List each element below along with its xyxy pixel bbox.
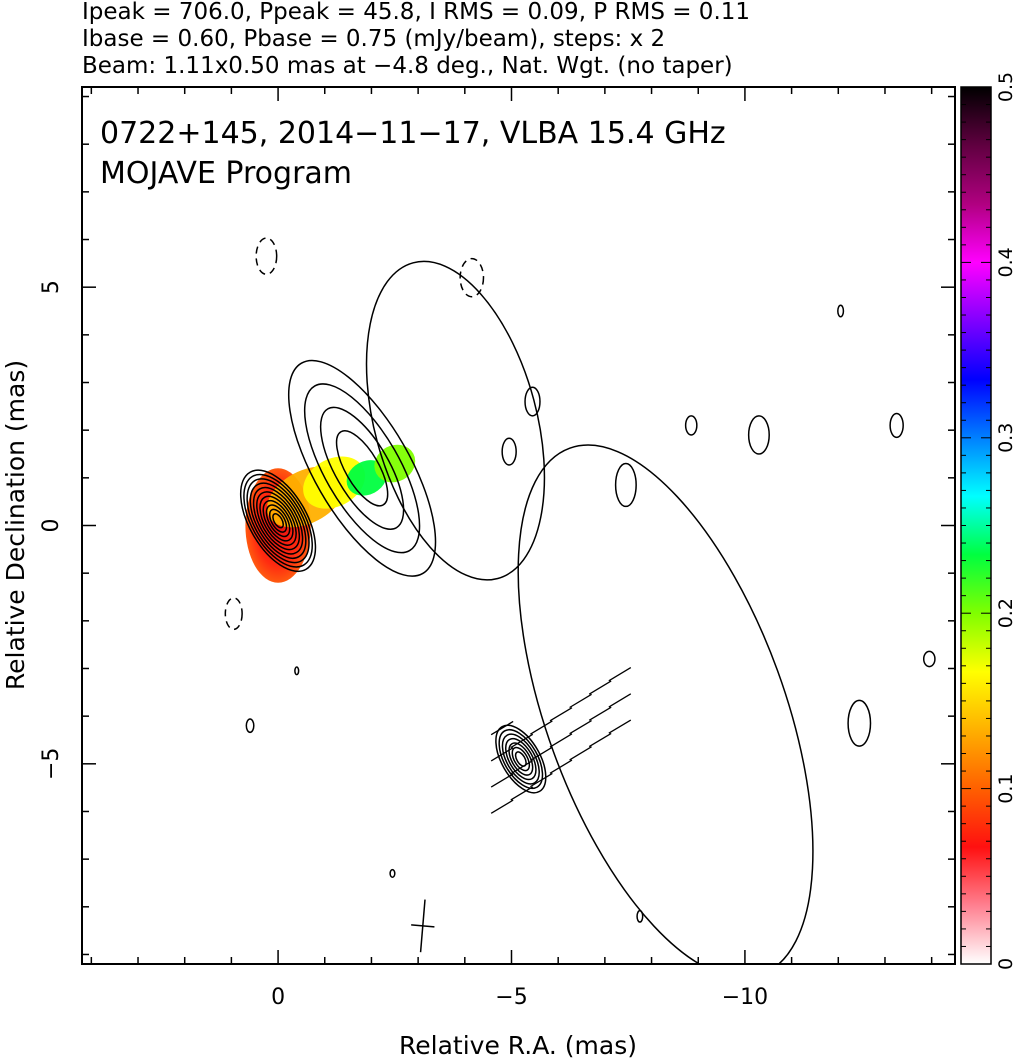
x-tick-label: −10	[722, 985, 768, 1010]
evpa-vector	[490, 720, 514, 736]
contour-line	[504, 737, 537, 781]
contour-line	[501, 733, 540, 785]
x-axis-label: Relative R.A. (mas)	[399, 1031, 637, 1060]
contour-line	[847, 699, 872, 747]
contour-line	[246, 478, 310, 564]
y-tick-label: 0	[39, 519, 64, 533]
contour-line	[517, 444, 814, 964]
colorbar-tick-label: 0	[995, 958, 1017, 970]
contour-line	[256, 491, 301, 551]
chart-title: 0722+145, 2014−11−17, VLBA 15.4 GHz	[100, 116, 726, 151]
y-tick-label: −5	[39, 748, 64, 780]
chart-subtitle: MOJAVE Program	[100, 156, 352, 191]
contour-line	[498, 729, 544, 790]
evpa-vector	[549, 759, 573, 774]
plot-area	[224, 237, 936, 964]
y-tick-labels: 5 0 −5	[39, 280, 64, 780]
evpa-vector	[490, 747, 514, 762]
header-line-3: Beam: 1.11x0.50 mas at −4.8 deg., Nat. W…	[82, 53, 733, 79]
evpa-vector	[490, 799, 514, 814]
contour-line	[524, 386, 541, 417]
contour-line	[365, 260, 546, 581]
evpa-vector	[530, 746, 553, 761]
contour-line	[252, 486, 304, 555]
contour-line	[268, 508, 288, 533]
plot-frame	[81, 86, 956, 965]
negative-contour	[459, 257, 485, 298]
contour-line	[614, 462, 637, 508]
evpa-vector	[549, 707, 573, 722]
contour-line	[287, 359, 437, 577]
evpa-vector-layer	[490, 667, 632, 814]
beam-marker	[411, 899, 435, 953]
contour-line	[245, 718, 255, 734]
contour-line	[508, 742, 534, 776]
contour-line	[319, 406, 405, 530]
colorbar-tick-label: 0.5	[995, 72, 1017, 102]
contour-line	[243, 473, 313, 568]
header-line-1: Ipeak = 706.0, Ppeak = 45.8, I RMS = 0.0…	[82, 0, 750, 25]
evpa-vector	[510, 786, 534, 801]
contour-line	[294, 666, 300, 676]
contour-line	[335, 430, 389, 507]
contour-line	[501, 437, 517, 466]
colorbar-tick-label: 0.4	[995, 247, 1017, 277]
evpa-vector	[530, 720, 553, 735]
contour-line	[389, 868, 396, 879]
axis-ticks	[82, 87, 955, 964]
x-tick-label: −5	[495, 985, 527, 1010]
contour-line	[922, 650, 936, 668]
contour-line	[837, 304, 845, 318]
contour-line	[249, 482, 307, 559]
negative-contour	[224, 597, 243, 631]
evpa-vector	[569, 746, 592, 761]
header-line-2: Ibase = 0.60, Pbase = 0.75 (mJy/beam), s…	[82, 26, 665, 52]
contour-line	[747, 415, 770, 455]
negative-contour	[255, 237, 278, 276]
contour-line	[265, 504, 291, 538]
contour-layer	[224, 237, 936, 964]
evpa-vector	[549, 733, 573, 748]
x-tick-labels: 0 −5 −10	[271, 985, 768, 1010]
contour-line	[272, 513, 284, 529]
contour-line	[511, 746, 531, 772]
evpa-vector	[608, 667, 632, 682]
evpa-vector	[588, 680, 612, 695]
y-tick-label: 5	[39, 280, 64, 294]
colorbar-tick-labels: 0 0.1 0.2 0.3 0.4 0.5	[995, 72, 1017, 970]
evpa-vector	[608, 693, 632, 708]
contour-line	[239, 469, 317, 573]
evpa-vector	[530, 772, 553, 788]
contour-line	[684, 415, 698, 436]
evpa-vector	[588, 732, 612, 748]
contour-line	[303, 383, 421, 554]
evpa-vector	[608, 719, 632, 734]
y-axis-label: Relative Declination (mas)	[1, 360, 30, 690]
polarization-patch	[303, 456, 366, 509]
evpa-vector	[510, 759, 534, 775]
colorbar-tick-label: 0.2	[995, 598, 1017, 628]
contour-line	[262, 499, 294, 542]
evpa-vector	[510, 733, 534, 749]
colorbar-tick-label: 0.1	[995, 773, 1017, 803]
contour-line	[495, 724, 547, 794]
beam-minor-axis	[411, 924, 435, 928]
evpa-vector	[569, 693, 592, 709]
x-tick-label: 0	[271, 985, 285, 1010]
contour-line	[259, 495, 297, 546]
evpa-vector	[490, 773, 514, 788]
contour-line	[889, 412, 904, 439]
contour-line	[636, 909, 644, 923]
evpa-vector	[588, 706, 612, 721]
evpa-vector	[569, 719, 592, 735]
colorbar-ticks	[961, 86, 991, 965]
colorbar-tick-label: 0.3	[995, 423, 1017, 453]
